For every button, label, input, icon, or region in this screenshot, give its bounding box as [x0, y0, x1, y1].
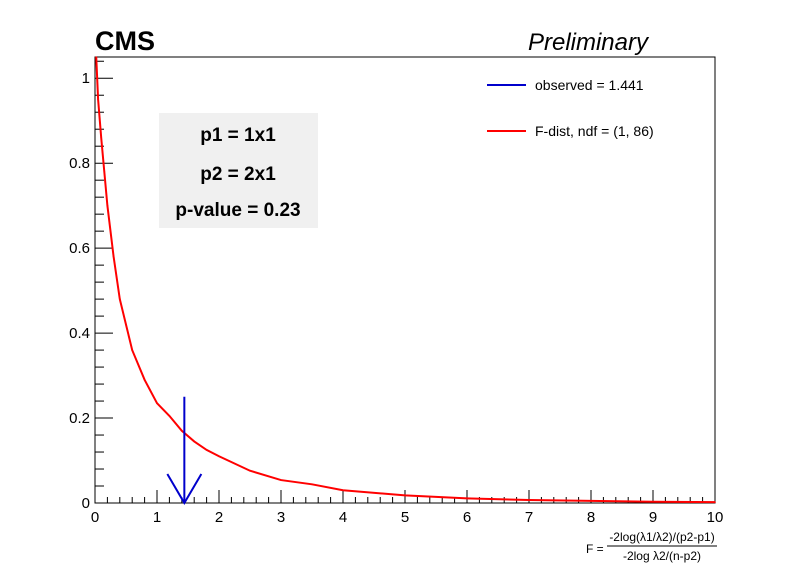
x-tick-label: 8 [587, 509, 595, 526]
series-point [218, 455, 220, 458]
axis-tick-labels: 0 1 2 3 4 5 6 7 8 9 10 0 0.2 0.4 0.6 0.8 1 [69, 70, 723, 526]
series-point [103, 170, 106, 173]
series-group [95, 56, 716, 504]
series-point [280, 479, 282, 481]
x-axis-label: F = -2log(λ1/λ2)/(p2-p1) -2log λ2/(n-p2) [586, 530, 717, 563]
x-tick-label: 6 [463, 509, 471, 526]
series-point [95, 56, 98, 58]
series-point [143, 379, 146, 381]
observed-arrow-group [166, 396, 203, 505]
y-tick-label: 0.2 [69, 410, 90, 427]
x-axis-label-denominator: -2log λ2/(n-p2) [623, 549, 701, 563]
series-point [156, 402, 158, 404]
series-point [528, 499, 530, 501]
series-point [193, 440, 195, 443]
series-point [125, 323, 127, 326]
series-point [652, 500, 654, 503]
y-tick-label: 0 [82, 495, 90, 512]
y-tick-label: 1 [82, 70, 90, 87]
info-box-line-1: p1 = 1x1 [200, 125, 276, 146]
x-tick-label: 3 [277, 509, 285, 526]
info-box-line-3: p-value = 0.23 [175, 200, 300, 221]
series-point [106, 204, 109, 207]
x-tick-label: 1 [153, 509, 161, 526]
y-tick-label: 0.4 [69, 325, 90, 342]
series-point [119, 298, 121, 300]
series-point [714, 501, 716, 503]
x-axis-label-prefix: F = [586, 542, 604, 556]
series-point [205, 449, 208, 451]
info-box-line-2: p2 = 2x1 [200, 164, 276, 185]
cms-label: CMS [95, 26, 155, 56]
series-point [131, 349, 133, 351]
legend-observed-label: observed = 1.441 [535, 77, 644, 93]
info-box-background [159, 113, 318, 228]
series-point [404, 494, 406, 497]
x-tick-label: 10 [707, 509, 724, 526]
series-line-fdist [95, 56, 716, 504]
y-tick-label: 0.8 [69, 155, 90, 172]
legend: observed = 1.441 F-dist, ndf = (1, 86) [487, 77, 654, 139]
x-axis-label-numerator: -2log(λ1/λ2)/(p2-p1) [609, 530, 714, 544]
series-point [466, 497, 468, 500]
x-tick-label: 9 [649, 509, 657, 526]
series-point [342, 489, 344, 492]
series-point [97, 98, 99, 101]
x-tick-label: 5 [401, 509, 409, 526]
y-tick-label: 0.6 [69, 240, 90, 257]
x-tick-label: 0 [91, 509, 99, 526]
series-point [181, 429, 183, 432]
x-tick-label: 7 [525, 509, 533, 526]
observed-arrow-head [166, 473, 203, 505]
series-point [590, 500, 592, 502]
series-point [112, 255, 115, 258]
x-tick-label: 4 [339, 509, 347, 526]
series-point [311, 483, 313, 486]
x-tick-label: 2 [215, 509, 223, 526]
legend-fdist-label: F-dist, ndf = (1, 86) [535, 123, 654, 139]
preliminary-label: Preliminary [528, 29, 650, 56]
series-point [100, 136, 102, 139]
series-point [168, 415, 171, 417]
series-point [249, 469, 251, 472]
info-box: p1 = 1x1 p2 = 2x1 p-value = 0.23 [159, 113, 318, 228]
